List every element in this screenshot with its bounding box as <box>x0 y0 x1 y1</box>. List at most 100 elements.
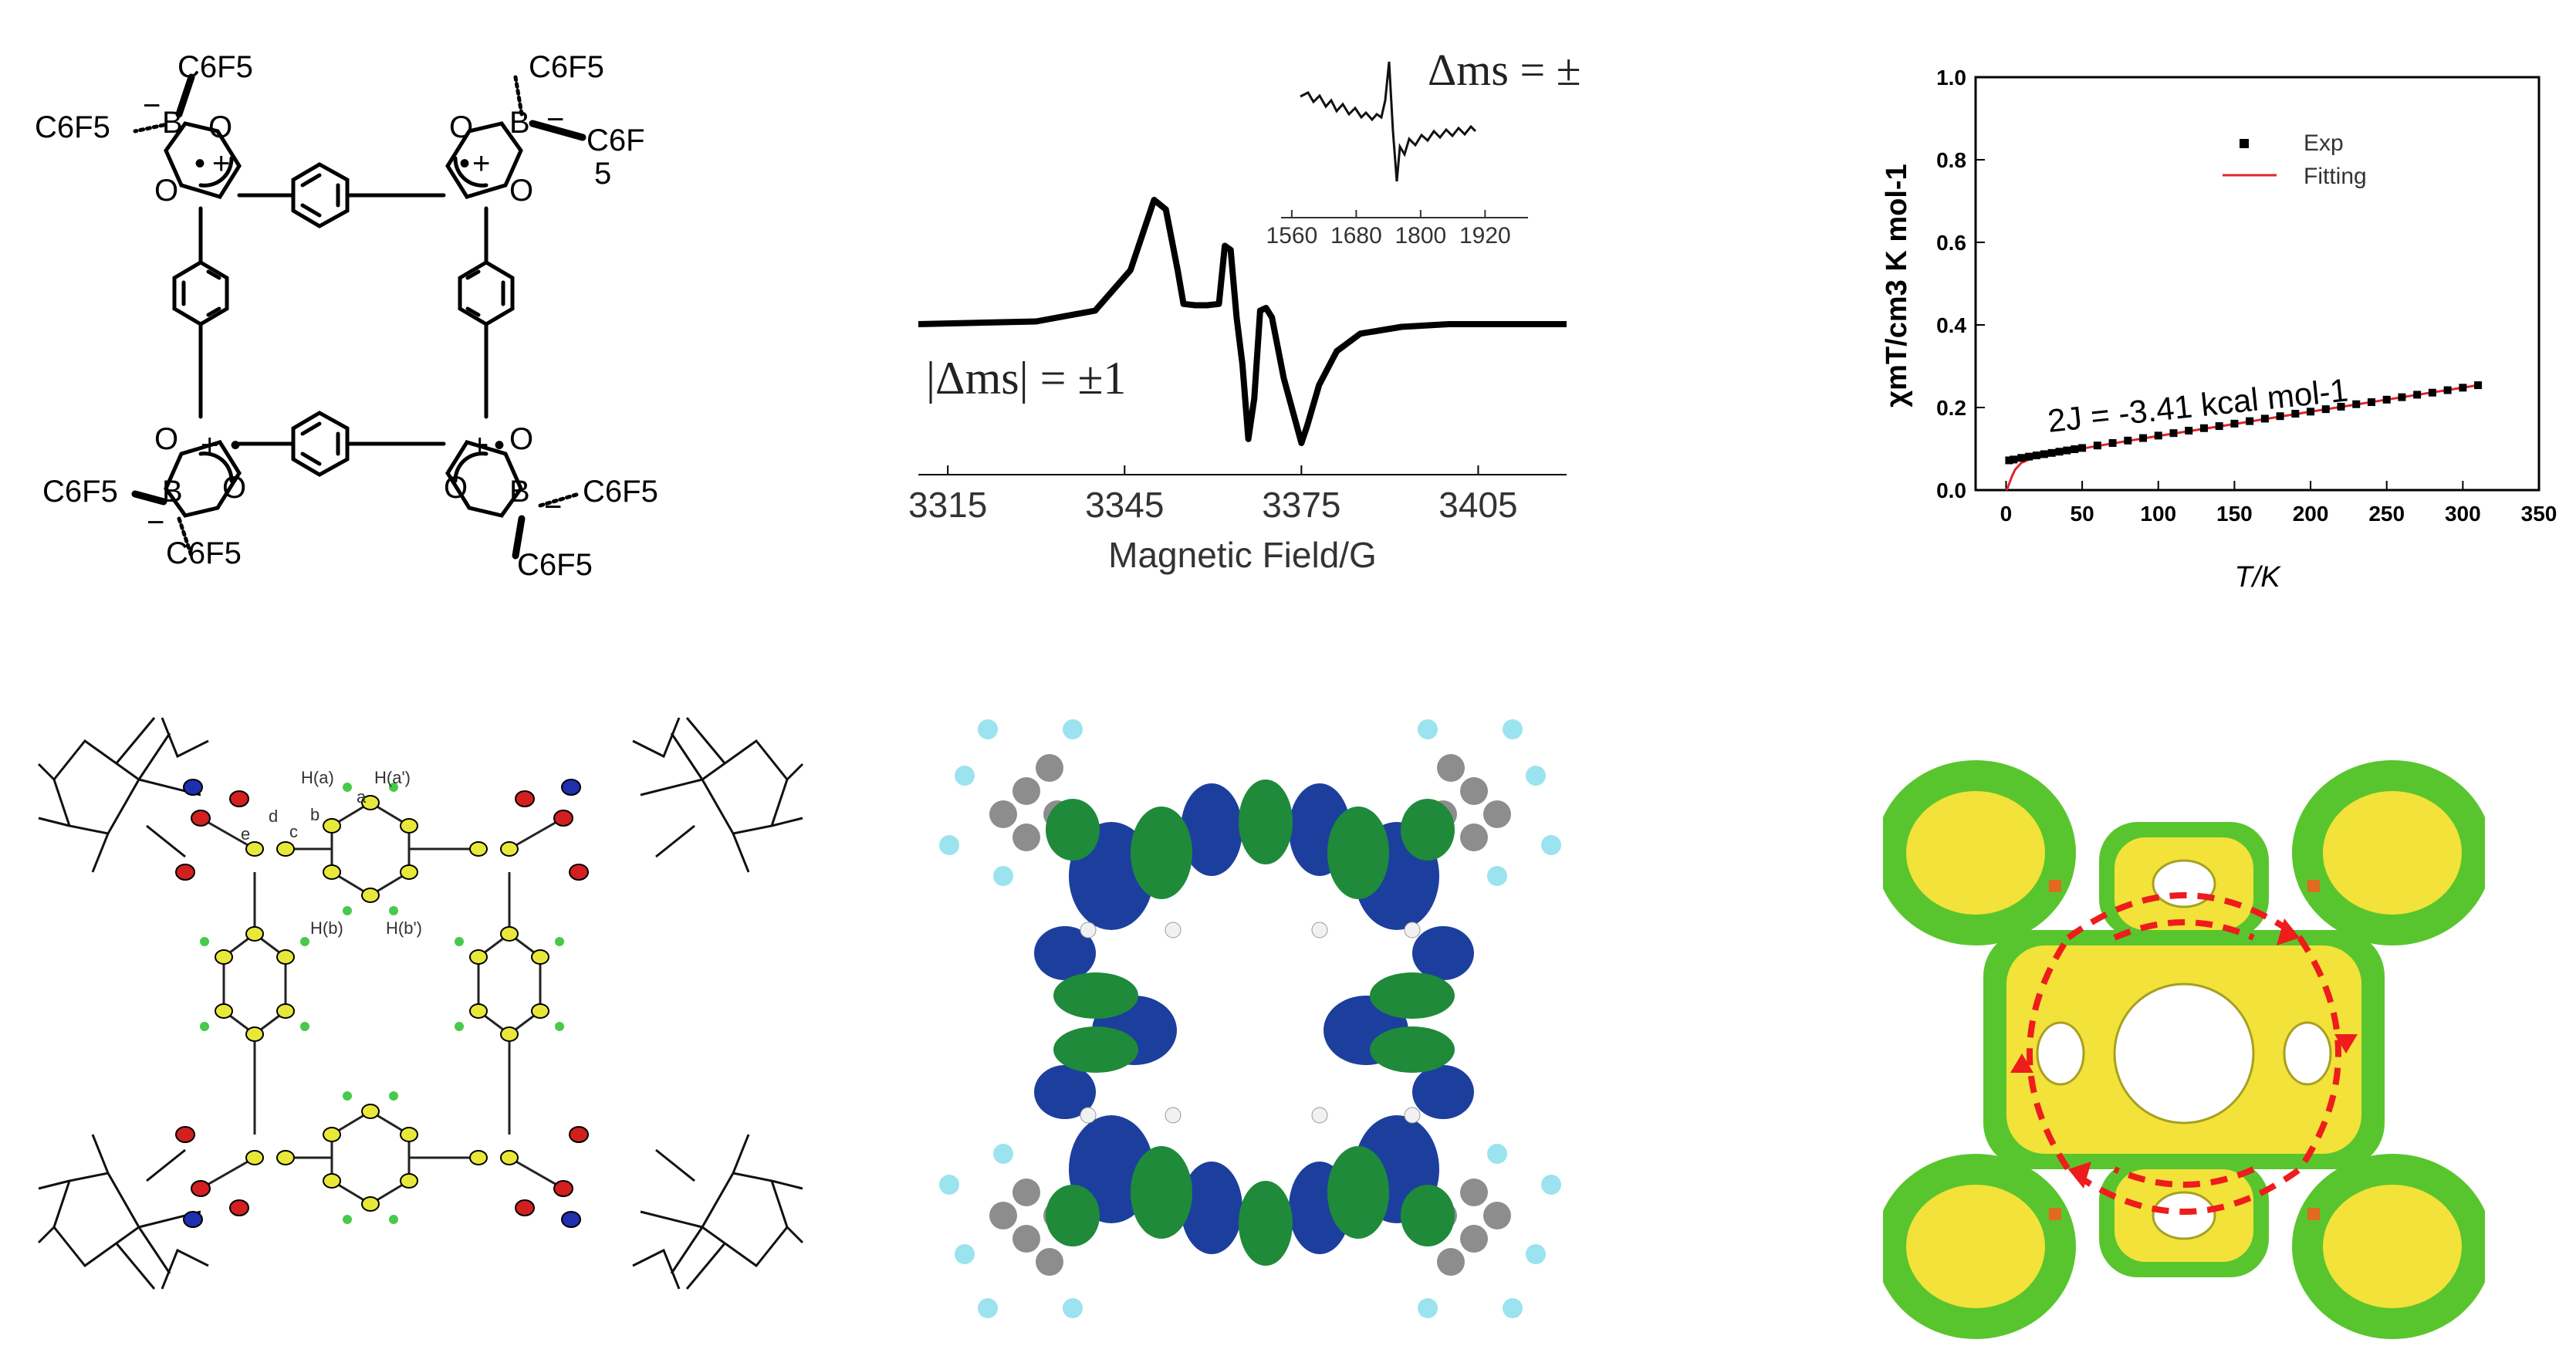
chi-x-tick-label: 200 <box>2293 502 2329 526</box>
legend-fitting-label: Fitting <box>2304 164 2367 189</box>
exp-point <box>2474 381 2483 390</box>
chi-y-tick-label: 0.2 <box>1936 396 1966 420</box>
chi-plot-frame <box>1974 76 2541 492</box>
c6f5-label-bl-bottom: C6F5 <box>166 536 242 570</box>
label-c: c <box>289 822 298 841</box>
c6f5-label-tr-top: C6F5 <box>529 50 604 84</box>
exp-point <box>2291 410 2300 418</box>
ring-br <box>445 440 523 518</box>
plus-tl: + <box>212 147 230 181</box>
epr-xlabel: Magnetic Field/G <box>1108 535 1377 575</box>
label-h-b: H(b) <box>310 918 343 938</box>
plus-br: + <box>471 428 488 462</box>
minus-br: − <box>544 490 562 524</box>
exp-point <box>2352 400 2361 408</box>
exp-points <box>2005 381 2483 465</box>
plus-bl: + <box>201 428 218 462</box>
benzene-top <box>291 162 350 228</box>
exp-point <box>2398 393 2406 401</box>
exp-point <box>2246 417 2254 425</box>
oxygen-tl-1: O <box>208 110 232 144</box>
exp-point <box>2443 386 2452 394</box>
chi-x-tick-label: 350 <box>2521 502 2557 526</box>
minus-tr: − <box>546 103 564 137</box>
exp-point <box>2005 456 2013 465</box>
epr-x-tick-label: 3375 <box>1262 485 1340 525</box>
inset-tick-label: 1680 <box>1330 223 1382 249</box>
exp-point <box>2413 391 2422 399</box>
hydrogen-atoms <box>200 783 564 1224</box>
chi-y-tick-label: 0.4 <box>1936 313 1966 337</box>
oxygen-br-2: O <box>444 471 468 505</box>
chi-x-tick-label: 100 <box>2140 502 2176 526</box>
exp-point <box>2428 388 2436 397</box>
chi-legend: Exp Fitting <box>2223 130 2367 189</box>
orbital-plot <box>939 719 1561 1318</box>
inset-signal <box>1300 61 1477 182</box>
boron-bl: B <box>162 475 183 509</box>
label-d: d <box>269 807 278 826</box>
exp-point <box>2025 452 2033 461</box>
exp-point <box>2032 451 2040 460</box>
ring-bl <box>164 440 242 518</box>
exp-point <box>2169 429 2178 438</box>
exp-point <box>2010 455 2018 464</box>
chi-ylabel: χmT/cm3 K mol-1 <box>1881 164 1913 407</box>
c6f5-label-tl-left: C6F5 <box>35 110 110 144</box>
exp-point <box>2017 454 2026 462</box>
radical-tl: • <box>194 147 205 181</box>
exp-point <box>2071 445 2079 454</box>
orbital-hydrogens <box>1080 922 1421 1124</box>
boron-markers <box>2049 880 2320 1220</box>
boron-atoms <box>183 779 581 1228</box>
inset-tick-label: 1920 <box>1459 223 1511 249</box>
epr-x-tick-label: 3315 <box>908 485 987 525</box>
five-label-tr: 5 <box>594 157 611 191</box>
label-a: a <box>357 787 367 807</box>
chi-xlabel: T/K <box>2234 561 2281 594</box>
exp-point <box>2307 408 2315 416</box>
epr-annotation-dms2: Δms = ±2 <box>1428 45 1582 95</box>
chi-y-ticks: 0.0 0.2 0.4 0.6 0.8 1.0 <box>1936 66 1985 502</box>
exp-point <box>2040 450 2048 458</box>
chi-t-chart: 0.0 0.2 0.4 0.6 0.8 1.0 0 50 100 150 200 250 300 350… <box>1881 66 2557 594</box>
radical-tr: • <box>459 147 470 181</box>
plus-tr: + <box>472 147 490 181</box>
chi-x-tick-label: 300 <box>2445 502 2481 526</box>
benzene-left <box>172 260 229 326</box>
acid-plot <box>1883 760 2485 1339</box>
radical-br: • <box>494 428 505 462</box>
chi-y-tick-label: 0.0 <box>1936 479 1966 502</box>
label-b: b <box>310 805 319 824</box>
epr-x-ticks: 3315 3345 3375 3405 <box>908 465 1518 525</box>
chi-y-tick-label: 0.6 <box>1936 231 1966 255</box>
mesityl-wireframes <box>37 717 804 1290</box>
label-h-a-prime: H(a') <box>374 768 411 787</box>
oxygen-tr-2: O <box>509 174 533 208</box>
chi-y-tick-label: 1.0 <box>1936 66 1966 90</box>
exp-point <box>2321 405 2330 414</box>
exp-point <box>2459 384 2467 392</box>
exp-point <box>2108 439 2117 448</box>
exp-point <box>2139 434 2148 442</box>
chi-x-ticks: 0 50 100 150 200 250 300 350 <box>2000 481 2557 526</box>
structure-panel: C6F5 C6F5 C6F5 C6F 5 C6F5 C6F5 C6F5 C6F5… <box>35 50 658 582</box>
inset-tick-label: 1560 <box>1266 223 1318 249</box>
oxygen-tl-2: O <box>154 174 178 208</box>
benzene-right <box>458 260 515 326</box>
label-e: e <box>241 824 250 844</box>
inset-tick-label: 1800 <box>1394 223 1446 249</box>
epr-x-tick-label: 3405 <box>1438 485 1517 525</box>
boron-tr: B <box>509 106 530 140</box>
c6f5-label-br-bottom: C6F5 <box>517 548 593 582</box>
exp-point <box>2337 402 2345 411</box>
exp-point <box>2215 422 2223 431</box>
epr-x-tick-label: 3345 <box>1085 485 1164 525</box>
epr-inset: 1560 1680 1800 1920 <box>1266 61 1528 249</box>
ring-tl <box>164 121 242 199</box>
c6f-label-tr-right: C6F <box>587 123 645 157</box>
exp-point <box>2063 446 2071 455</box>
chi-x-tick-label: 250 <box>2368 502 2405 526</box>
ring-current-arrows <box>2027 892 2341 1215</box>
radical-bl: • <box>230 428 241 462</box>
